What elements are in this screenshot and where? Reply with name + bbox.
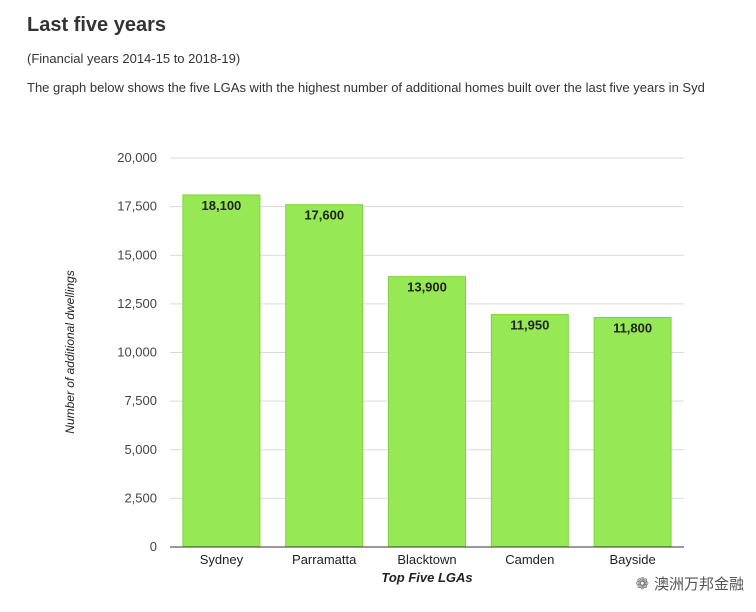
y-tick-label: 5,000 — [124, 442, 157, 457]
x-tick-label: Bayside — [609, 552, 655, 567]
bar-value-label: 17,600 — [304, 208, 344, 223]
x-tick-label: Blacktown — [397, 552, 456, 567]
chart-bars — [182, 194, 672, 548]
y-tick-label: 20,000 — [117, 150, 157, 165]
page-subtitle: (Financial years 2014-15 to 2018-19) — [27, 51, 241, 66]
y-tick-label: 17,500 — [117, 199, 157, 214]
bar — [388, 276, 466, 548]
y-tick-label: 10,000 — [117, 345, 157, 360]
x-tick-label: Sydney — [200, 552, 244, 567]
bar — [490, 314, 569, 548]
page-title: Last five years — [27, 14, 166, 36]
watermark-text: 澳洲万邦金融 — [653, 575, 744, 593]
bar-value-label: 11,800 — [613, 320, 652, 335]
y-tick-label: 12,500 — [117, 296, 157, 311]
bar — [285, 204, 364, 548]
bar-value-label: 18,100 — [202, 198, 242, 213]
bar-value-label: 13,900 — [407, 280, 447, 295]
y-tick-label: 7,500 — [124, 393, 157, 408]
chart-value-labels: 18,100 17,600 13,900 11,950 11,800 — [202, 198, 653, 336]
page-description: The graph below shows the five LGAs with… — [27, 80, 705, 95]
x-tick-label: Parramatta — [292, 552, 357, 567]
y-tick-label: 15,000 — [117, 247, 157, 262]
watermark: ❁ 澳洲万邦金融 — [636, 573, 744, 594]
x-axis-ticks: Sydney Parramatta Blacktown Camden Bayside — [200, 552, 656, 567]
bar — [182, 194, 261, 548]
bar-value-label: 11,950 — [510, 318, 549, 333]
x-axis-title: Top Five LGAs — [381, 570, 472, 585]
y-tick-label: 2,500 — [124, 490, 157, 505]
y-tick-label: 0 — [150, 539, 157, 554]
x-tick-label: Camden — [505, 552, 554, 567]
bar — [593, 316, 672, 548]
y-axis-title: Number of additional dwellings — [63, 270, 77, 433]
wechat-icon: ❁ — [635, 574, 649, 593]
y-axis-ticks: 0 2,500 5,000 7,500 10,000 12,500 15,000 17,500… — [117, 150, 157, 554]
